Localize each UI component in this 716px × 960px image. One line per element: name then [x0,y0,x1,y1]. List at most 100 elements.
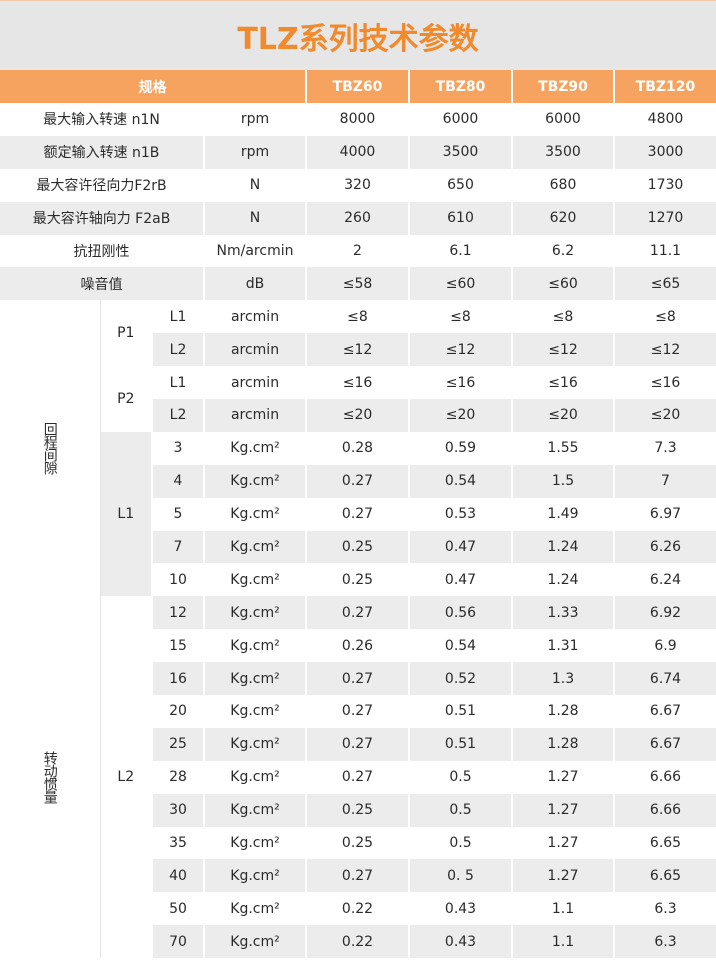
table-row: P2 L1 arcmin ≤16 ≤16 ≤16 ≤16 [0,366,716,432]
table-row: 转动惯量 L2 12 Kg.cm² 0.27 0.56 1.33 6.92 [0,596,716,959]
param-value: 0.27 [306,497,410,531]
param-value: 0.22 [306,892,410,926]
param-value: 3500 [512,135,615,169]
param-value: 0.25 [306,826,410,860]
param-value: 6.3 [614,892,716,926]
param-value: 0.47 [409,563,513,597]
row-key: 16 [152,662,205,696]
group-label: 转动惯量 [0,596,101,959]
row-key: L1 [152,366,205,400]
param-value: 0.53 [409,497,513,531]
param-unit: Kg.cm² [204,530,307,564]
subgroup-label: L2 [100,596,153,959]
param-value: 6.1 [409,234,513,268]
param-value: ≤16 [409,366,513,400]
param-value: 1.31 [512,629,615,663]
param-name: 额定输入转速 n1B [0,135,205,169]
param-value: 0.28 [306,431,410,465]
param-unit: rpm [204,103,307,136]
row-key: 3 [152,431,205,465]
param-value: 6.67 [614,695,716,728]
param-unit: Kg.cm² [204,497,307,531]
param-value: 0.54 [409,629,513,663]
param-value: ≤8 [512,300,615,334]
table-row: 30 Kg.cm² 0.25 0.5 1.27 6.66 [0,793,716,827]
param-value: 0.5 [409,826,513,860]
param-unit: N [204,168,307,202]
param-value: 1270 [614,201,716,235]
param-value: ≤12 [614,333,716,367]
param-value: 6.24 [614,563,716,597]
param-unit: Kg.cm² [204,826,307,860]
table-row: 50 Kg.cm² 0.22 0.43 1.1 6.3 [0,892,716,926]
param-value: ≤60 [512,267,615,301]
param-value: 1.55 [512,431,615,465]
param-name: 抗扭刚性 [0,234,205,268]
param-value: 6.26 [614,530,716,564]
table-row: 40 Kg.cm² 0.27 0. 5 1.27 6.65 [0,859,716,893]
param-value: ≤16 [614,366,716,400]
param-value: ≤20 [614,399,716,432]
param-value: ≤8 [306,300,410,334]
param-value: 11.1 [614,234,716,268]
header-model: TBZ60 [306,70,410,103]
param-unit: arcmin [204,333,307,367]
table-row: 最大容许轴向力 F2aB N 260 610 620 1270 [0,201,716,235]
param-value: 0.26 [306,629,410,663]
param-value: 650 [409,168,513,202]
group-label: 回程间隙 [0,300,101,597]
param-value: 2 [306,234,410,268]
param-unit: dB [204,267,307,301]
table-row: L1 3 Kg.cm² 0.28 0.59 1.55 7.3 [0,431,716,597]
param-value: 610 [409,201,513,235]
table-row: 20 Kg.cm² 0.27 0.51 1.28 6.67 [0,695,716,728]
param-value: 1.24 [512,530,615,564]
param-value: 320 [306,168,410,202]
row-key: L2 [152,333,205,367]
param-value: 6000 [409,103,513,136]
param-unit: rpm [204,135,307,169]
table-row: 35 Kg.cm² 0.25 0.5 1.27 6.65 [0,826,716,860]
row-key: 10 [152,563,205,597]
row-key: 28 [152,760,205,794]
param-value: 1.49 [512,497,615,531]
param-value: 6.9 [614,629,716,663]
param-unit: Kg.cm² [204,629,307,663]
table-row: 7 Kg.cm² 0.25 0.47 1.24 6.26 [0,530,716,564]
param-value: 6.3 [614,925,716,959]
param-value: 0.59 [409,431,513,465]
row-key: 20 [152,695,205,728]
table-row: 最大输入转速 n1N rpm 8000 6000 6000 4800 [0,103,716,136]
row-key: 50 [152,892,205,926]
header-model: TBZ90 [512,70,615,103]
param-unit: N [204,201,307,235]
param-value: ≤8 [614,300,716,334]
param-value: 1.1 [512,892,615,926]
param-unit: arcmin [204,366,307,400]
param-name: 最大容许径向力F2rB [0,168,205,202]
header-model: TBZ120 [614,70,716,103]
param-unit: Kg.cm² [204,695,307,728]
param-value: 3000 [614,135,716,169]
param-value: 0.27 [306,464,410,498]
param-value: 4000 [306,135,410,169]
param-value: 6.65 [614,826,716,860]
table-row: 噪音值 dB ≤58 ≤60 ≤60 ≤65 [0,267,716,301]
param-value: 6.74 [614,662,716,696]
param-unit: Kg.cm² [204,563,307,597]
row-key: 5 [152,497,205,531]
subgroup-label: P1 [100,300,153,367]
param-unit: Kg.cm² [204,596,307,630]
header-row: 规格 TBZ60 TBZ80 TBZ90 TBZ120 [0,70,716,103]
header-spec: 规格 [0,70,307,103]
param-value: 260 [306,201,410,235]
table-row: 28 Kg.cm² 0.27 0.5 1.27 6.66 [0,760,716,794]
param-value: ≤58 [306,267,410,301]
row-key: L2 [152,399,205,432]
param-unit: Kg.cm² [204,431,307,465]
table-row: 4 Kg.cm² 0.27 0.54 1.5 7 [0,464,716,498]
param-unit: Kg.cm² [204,859,307,893]
param-value: 0.5 [409,760,513,794]
param-value: 0.25 [306,563,410,597]
param-value: 6.65 [614,859,716,893]
